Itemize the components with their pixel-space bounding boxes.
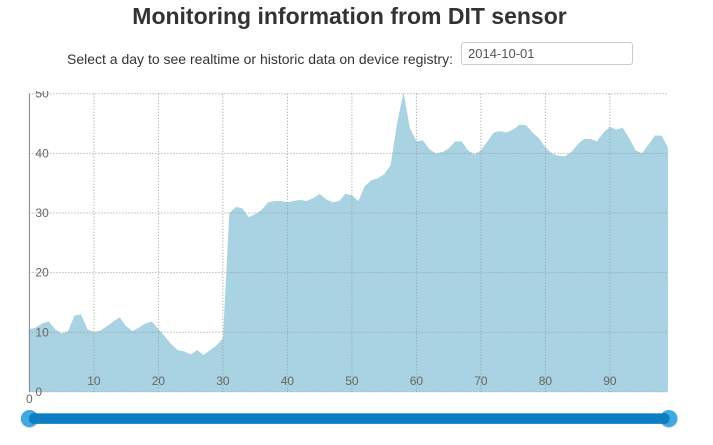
svg-text:50: 50 [35, 91, 49, 101]
svg-text:70: 70 [474, 374, 488, 388]
svg-text:40: 40 [281, 374, 295, 388]
svg-text:90: 90 [603, 374, 617, 388]
svg-text:20: 20 [152, 374, 166, 388]
svg-text:30: 30 [35, 206, 49, 220]
svg-text:20: 20 [35, 266, 49, 280]
svg-text:0: 0 [35, 385, 42, 399]
svg-text:30: 30 [216, 374, 230, 388]
svg-text:0: 0 [26, 392, 33, 406]
svg-text:10: 10 [87, 374, 101, 388]
svg-text:80: 80 [539, 374, 553, 388]
svg-text:40: 40 [35, 146, 49, 160]
svg-text:60: 60 [410, 374, 424, 388]
svg-text:50: 50 [345, 374, 359, 388]
svg-text:10: 10 [35, 325, 49, 339]
